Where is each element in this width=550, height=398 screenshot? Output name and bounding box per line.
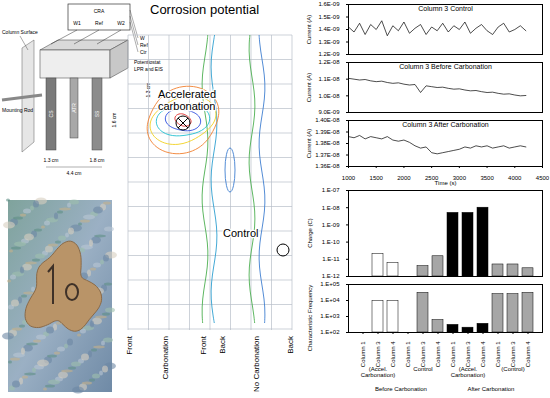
- svg-text:1.40E-08: 1.40E-08: [315, 117, 340, 123]
- svg-text:Column 1: Column 1: [450, 341, 456, 367]
- svg-text:ATR: ATR: [71, 103, 77, 113]
- html-text:Charge (C): Charge (C): [307, 218, 313, 248]
- svg-text:After Carbonation: After Carbonation: [467, 386, 514, 392]
- svg-text:1.E-07: 1.E-07: [322, 187, 340, 193]
- svg-text:Control: Control: [413, 366, 432, 372]
- svg-text:SS: SS: [94, 110, 100, 117]
- svg-text:4500: 4500: [536, 175, 550, 181]
- svg-text:4000: 4000: [508, 175, 522, 181]
- svg-text:1.8 cm: 1.8 cm: [89, 157, 104, 163]
- svg-text:2500: 2500: [425, 174, 439, 181]
- svg-text:Back: Back: [218, 335, 227, 354]
- svg-text:1.4E-09: 1.4E-09: [318, 26, 340, 32]
- svg-text:Column 4: Column 4: [480, 341, 486, 367]
- svg-text:1.E+05: 1.E+05: [320, 281, 340, 287]
- svg-text:Control: Control: [223, 227, 258, 239]
- svg-text:1.3E-09: 1.3E-09: [318, 39, 340, 45]
- svg-text:Column 4: Column 4: [525, 341, 531, 367]
- svg-text:(Accel.Carbonation): (Accel.Carbonation): [361, 366, 396, 378]
- svg-text:1.E-08: 1.E-08: [322, 205, 340, 211]
- svg-text:carbonation: carbonation: [158, 100, 216, 112]
- svg-text:(Accel.Carbonation): (Accel.Carbonation): [451, 366, 486, 378]
- svg-text:9.0E-09: 9.0E-09: [318, 109, 340, 115]
- svg-text:1.E-11: 1.E-11: [322, 256, 340, 262]
- svg-text:1.39E-08: 1.39E-08: [315, 129, 340, 135]
- svg-text:1.1E-08: 1.1E-08: [318, 76, 340, 82]
- svg-text:Ctr: Ctr: [140, 49, 147, 55]
- svg-text:No Carbonation: No Carbonation: [252, 336, 261, 392]
- svg-text:Column 3: Column 3: [510, 341, 516, 367]
- svg-text:LPR and EIS: LPR and EIS: [134, 66, 163, 72]
- svg-text:Back: Back: [286, 335, 295, 354]
- svg-text:Front: Front: [125, 335, 134, 354]
- svg-text:1.E+04: 1.E+04: [320, 297, 340, 303]
- svg-text:Current (A): Current (A): [306, 129, 312, 159]
- svg-text:Column 1: Column 1: [405, 341, 411, 367]
- svg-text:Column 3 Before Carbonation: Column 3 Before Carbonation: [399, 63, 492, 70]
- svg-text:Column 1: Column 1: [360, 341, 366, 367]
- svg-text:Column 3: Column 3: [375, 341, 381, 367]
- svg-text:1.0E-08: 1.0E-08: [318, 93, 340, 99]
- svg-text:2000: 2000: [397, 175, 411, 181]
- svg-text:1.3 cm: 1.3 cm: [43, 157, 58, 163]
- svg-text:1.6 cm: 1.6 cm: [111, 112, 117, 127]
- svg-text:Column 4: Column 4: [390, 341, 396, 367]
- svg-text:Mounting Rod: Mounting Rod: [2, 107, 33, 113]
- html-text:Characteristic Frequency: Characteristic Frequency: [307, 284, 313, 352]
- svg-text:Corrosion potential: Corrosion potential: [150, 2, 259, 17]
- svg-text:1.37E-08: 1.37E-08: [315, 152, 340, 158]
- svg-text:1000: 1000: [342, 175, 356, 181]
- svg-text:Accelerated: Accelerated: [158, 88, 216, 100]
- svg-text:Column 3 Control: Column 3 Control: [418, 5, 473, 12]
- svg-text:Ref: Ref: [140, 42, 148, 48]
- svg-text:1.36E-08: 1.36E-08: [315, 163, 340, 169]
- svg-text:Ref: Ref: [95, 20, 103, 26]
- svg-text:1.5E-09: 1.5E-09: [318, 14, 340, 20]
- svg-text:3500: 3500: [480, 175, 494, 181]
- svg-text:Carbonation: Carbonation: [161, 336, 170, 380]
- svg-text:4.4 cm: 4.4 cm: [66, 170, 81, 176]
- svg-text:W2: W2: [117, 20, 125, 26]
- svg-text:Before Carbonation: Before Carbonation: [375, 386, 427, 392]
- svg-text:Column 3 After Carbonation: Column 3 After Carbonation: [402, 121, 488, 128]
- svg-text:1.E-09: 1.E-09: [322, 222, 340, 228]
- svg-text:W: W: [140, 35, 145, 41]
- svg-text:Column 3: Column 3: [420, 341, 426, 367]
- svg-text:Time (s): Time (s): [435, 180, 457, 186]
- svg-text:1.2E-08: 1.2E-08: [318, 59, 340, 65]
- svg-text:Column Surface: Column Surface: [2, 29, 38, 35]
- svg-text:CRA: CRA: [94, 8, 105, 14]
- svg-text:1.E-10: 1.E-10: [322, 239, 340, 245]
- svg-text:1.3 cm: 1.3 cm: [145, 82, 151, 97]
- svg-text:Column 1: Column 1: [495, 341, 501, 367]
- svg-text:1.E-12: 1.E-12: [322, 273, 340, 279]
- svg-text:3000: 3000: [452, 174, 466, 181]
- svg-text:1.E+03: 1.E+03: [320, 313, 340, 319]
- svg-text:W1: W1: [73, 20, 81, 26]
- svg-text:Column 3: Column 3: [465, 341, 471, 367]
- svg-text:Front: Front: [199, 335, 208, 354]
- svg-text:Column 4: Column 4: [435, 341, 441, 367]
- svg-text:1.38E-08: 1.38E-08: [315, 140, 340, 146]
- svg-text:Potentiostat: Potentiostat: [134, 59, 161, 65]
- svg-text:Current (A): Current (A): [306, 15, 312, 45]
- svg-text:Current (A): Current (A): [306, 73, 312, 103]
- svg-text:(Control): (Control): [501, 366, 524, 372]
- svg-text:1.2E-09: 1.2E-09: [318, 51, 340, 57]
- svg-text:1.6E-09: 1.6E-09: [318, 1, 340, 7]
- svg-text:1.E+02: 1.E+02: [320, 329, 340, 335]
- svg-text:CS: CS: [48, 110, 54, 118]
- svg-text:1500: 1500: [370, 175, 384, 181]
